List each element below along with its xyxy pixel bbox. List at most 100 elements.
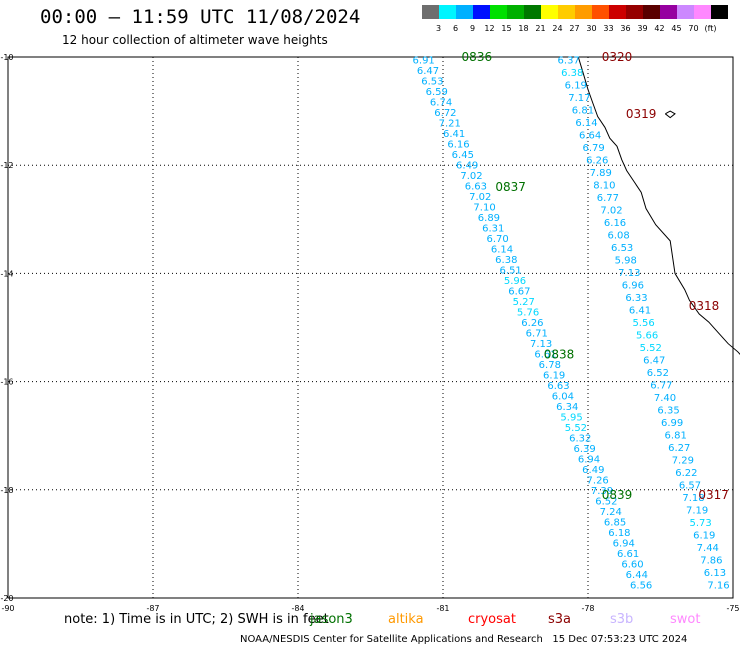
wave-height-value: 6.79 — [583, 143, 605, 154]
y-tick-label: -18 — [0, 486, 13, 495]
mission-label-altika: altika — [388, 612, 424, 627]
colorbar-label: 9 — [469, 24, 476, 33]
x-tick-label: -75 — [726, 604, 739, 613]
colorbar-label: 6 — [452, 24, 459, 33]
wave-height-value: 6.33 — [625, 293, 647, 304]
wave-height-value: 7.13 — [618, 268, 640, 279]
wave-height-value: 6.49 — [456, 161, 478, 172]
wave-height-value: 7.18 — [682, 493, 704, 504]
colorbar-swatch — [711, 5, 728, 19]
colorbar-swatch — [456, 5, 473, 19]
wave-height-value: 6.81 — [665, 431, 687, 442]
pass-time-label: 0839 — [602, 488, 633, 502]
wave-height-value: 6.53 — [421, 77, 443, 88]
colorbar-swatch — [643, 5, 660, 19]
x-tick-label: -81 — [436, 604, 449, 613]
wave-height-value: 6.85 — [604, 518, 626, 529]
wave-height-value: 8.10 — [593, 181, 615, 192]
y-tick-label: -12 — [0, 161, 13, 170]
wave-height-value: 6.47 — [643, 356, 665, 367]
x-tick-label: -90 — [1, 604, 14, 613]
wave-height-value: 7.26 — [587, 476, 609, 487]
wave-height-value: 6.52 — [647, 368, 669, 379]
wave-height-value: 6.14 — [575, 118, 597, 129]
wave-height-value: 5.73 — [690, 518, 712, 529]
colorbar-label: 45 — [671, 24, 682, 33]
note-text: note: 1) Time is in UTC; 2) SWH is in fe… — [64, 612, 329, 627]
wave-height-value: 6.78 — [539, 360, 561, 371]
wave-height-value: 6.52 — [595, 497, 617, 508]
wave-height-value: 6.35 — [657, 406, 679, 417]
wave-height-value: 6.34 — [556, 402, 578, 413]
pass-time-label: 0320 — [602, 50, 633, 64]
wave-height-value: 6.04 — [552, 392, 574, 403]
y-tick-label: -14 — [0, 269, 13, 278]
wave-height-value: 6.71 — [526, 329, 548, 340]
wave-height-value: 5.98 — [615, 256, 637, 267]
pass-time-label: 0837 — [495, 180, 526, 194]
wave-height-value: 7.17 — [568, 93, 590, 104]
colorbar-label: 18 — [518, 24, 529, 33]
colorbar-swatch — [439, 5, 456, 19]
page-subtitle: 12 hour collection of altimeter wave hei… — [62, 33, 328, 47]
colorbar-swatch — [592, 5, 609, 19]
wave-height-value: 6.49 — [582, 465, 604, 476]
mission-label-jason3: jason3 — [310, 612, 353, 627]
wave-height-value: 6.59 — [426, 87, 448, 98]
pass-time-label: 0317 — [698, 488, 729, 502]
wave-height-value: 7.86 — [700, 555, 722, 566]
footer-credit: NOAA/NESDIS Center for Satellite Applica… — [240, 634, 687, 645]
wave-height-value: 6.19 — [693, 530, 715, 541]
wave-height-value: 6.53 — [611, 243, 633, 254]
colorbar-swatch — [473, 5, 490, 19]
y-tick-label: -20 — [0, 594, 13, 603]
wave-height-value: 6.70 — [486, 234, 508, 245]
wave-height-value: 6.57 — [679, 481, 701, 492]
colorbar-swatch — [575, 5, 592, 19]
wave-height-value: 6.47 — [417, 66, 439, 77]
timestamp-text: 15 Dec 07:53:23 UTC 2024 — [552, 634, 688, 645]
wave-height-value: 6.27 — [668, 443, 690, 454]
colorbar-label: 24 — [552, 24, 563, 33]
wave-height-value: 6.38 — [495, 255, 517, 266]
pass-time-label: 0838 — [544, 348, 575, 362]
wave-height-value: 6.32 — [569, 434, 591, 445]
wave-height-value: 6.51 — [500, 266, 522, 277]
wave-height-value: 6.22 — [675, 468, 697, 479]
wave-height-value: 6.16 — [447, 140, 469, 151]
wave-height-value: 6.94 — [578, 455, 600, 466]
colorbar-swatch — [558, 5, 575, 19]
wave-height-value: 6.99 — [661, 418, 683, 429]
wave-height-value: 6.41 — [629, 306, 651, 317]
wave-height-value: 6.19 — [543, 371, 565, 382]
wave-height-value: 6.14 — [491, 245, 513, 256]
colorbar-label: 42 — [654, 24, 665, 33]
plot-frame — [7, 56, 734, 599]
wave-height-value: 5.52 — [640, 343, 662, 354]
coastline — [577, 56, 740, 355]
wave-height-value: 6.81 — [572, 106, 594, 117]
wave-height-value: 5.95 — [560, 413, 582, 424]
wave-height-value: 7.44 — [697, 543, 719, 554]
colorbar-swatch — [541, 5, 558, 19]
wave-height-value: 6.41 — [443, 129, 465, 140]
wave-height-value: 6.31 — [482, 224, 504, 235]
wave-height-value: 6.74 — [430, 98, 452, 109]
wave-height-value: 7.13 — [530, 339, 552, 350]
colorbar-swatch — [507, 5, 524, 19]
wave-height-value: 6.08 — [607, 231, 629, 242]
wave-height-value: 6.77 — [650, 381, 672, 392]
wave-height-value: 6.61 — [534, 350, 556, 361]
wave-height-value: 6.38 — [561, 68, 583, 79]
wave-height-value: 6.63 — [465, 182, 487, 193]
pass-time-label: 0318 — [689, 299, 720, 313]
wave-height-value: 5.96 — [504, 276, 526, 287]
wave-height-value: 6.18 — [608, 528, 630, 539]
mission-label-cryosat: cryosat — [468, 612, 516, 627]
wave-height-value: 7.24 — [600, 507, 622, 518]
wave-height-value: 6.13 — [704, 568, 726, 579]
colorbar-label: 30 — [586, 24, 597, 33]
colorbar-swatch — [660, 5, 677, 19]
wave-height-value: 7.21 — [439, 119, 461, 130]
